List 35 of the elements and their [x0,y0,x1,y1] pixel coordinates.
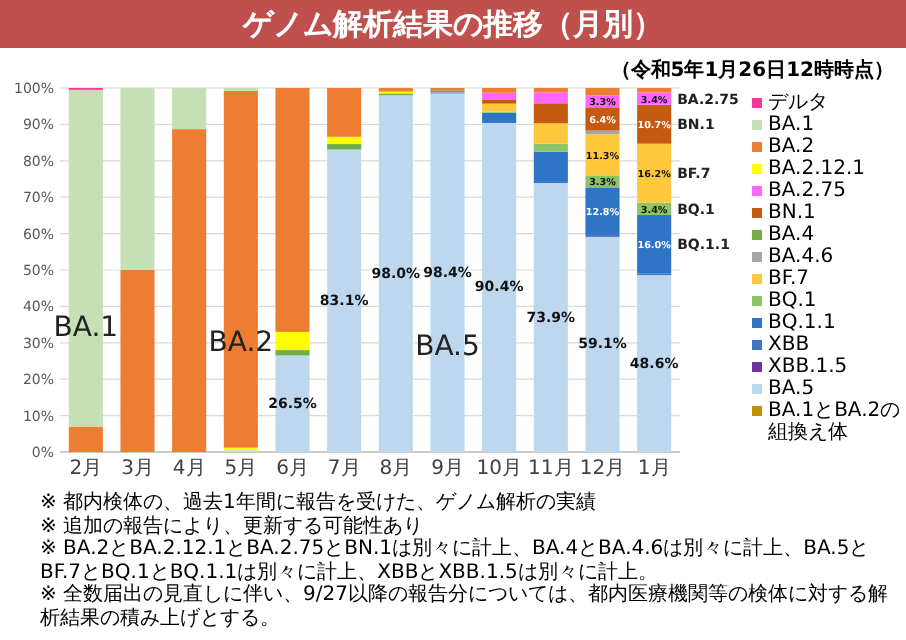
x-tick-label: 5月 [224,458,258,480]
x-tick-label: 9月 [431,458,464,480]
legend-label: デルタ [768,92,828,114]
x-tick-label: 6月 [276,458,309,480]
text: ※ 追加の報告により、更新する可能性あり [40,515,426,538]
legend-label: BA.4 [768,224,815,246]
x-tick-label: 4月 [172,458,206,480]
text: ※ 全数届出の見直しに伴い、9/27以降の報告分については、都内医療機関等の検体に対する解析結果の積み上げとする。 [40,584,891,630]
x-tick-label: 10月 [476,458,522,480]
x-tick-label: 8月 [379,458,413,480]
text: （令和5年1月26日12時時点） [610,57,894,84]
x-tick-label: 3月 [121,458,154,480]
legend-label: BF.7 [768,268,810,290]
x-tick-label: 2月 [69,458,103,480]
x-tick-label: 12月 [579,458,626,480]
legend-label: BA.4.6 [768,246,834,268]
legend-label: BN.1 [768,202,816,224]
x-tick-label: 1月 [637,458,671,480]
legend-label: BA.1 [768,114,815,136]
legend-label: BA.5 [768,378,815,400]
text: BA.1 [53,311,119,344]
legend-label: BQ.1.1 [768,312,836,334]
chart-title: ゲノム解析結果の推移（月別） [0,0,906,48]
text: BA.5 [415,330,480,363]
legend-label: BA.1とBA.2の組換え体 [768,400,903,444]
legend-label: BA.2.75 [768,180,846,202]
legend-label: XBB.1.5 [768,356,848,378]
x-tick-label: 11月 [528,458,574,480]
legend-label: BA.2.12.1 [768,158,866,180]
text: ※ 都内検体の、過去1年間に報告を受けた、ゲノム解析の実績 [40,492,598,515]
legend-label: BQ.1 [768,290,817,312]
legend-label: XBB [768,334,810,356]
legend-label: BA.2 [768,136,815,158]
x-tick-label: 7月 [327,458,361,480]
text: ※ BA.2とBA.2.12.1とBA.2.75とBN.1は別々に計上、BA.4とBA.4.6は別々に計上、BA.5とBF.7とBQ.1とBQ.1.1は別々に計上、XBBとXBB.1.5は別々に計上。 [40,538,872,583]
